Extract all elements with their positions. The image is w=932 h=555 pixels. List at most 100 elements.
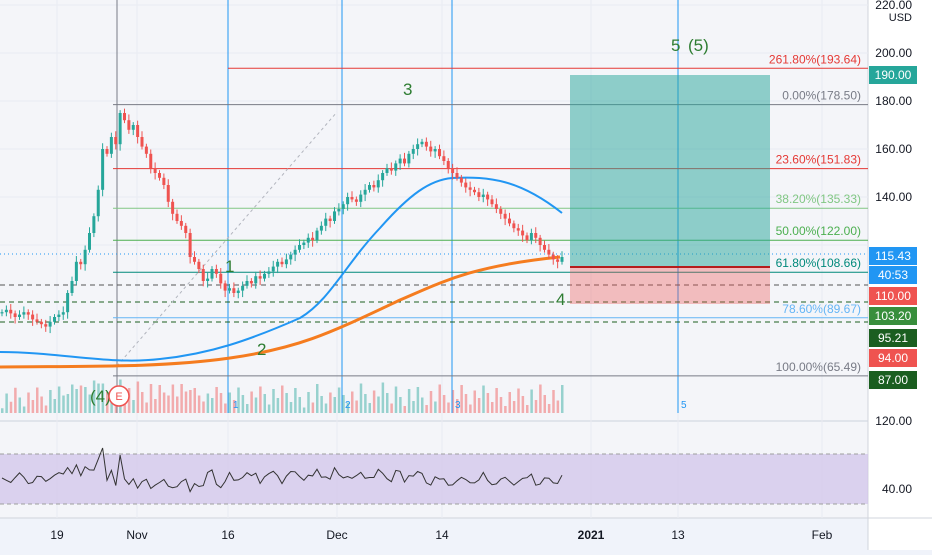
volume-bar (486, 393, 490, 413)
long-position-tool[interactable] (570, 75, 770, 304)
volume-bar (442, 395, 446, 413)
volume-bar (206, 393, 210, 413)
volume-bar (263, 394, 266, 413)
time-axis[interactable]: 19 Nov 16 Dec 14 2021 13 Feb (50, 528, 832, 542)
time-tick: Dec (326, 528, 347, 542)
candle-body (494, 204, 498, 209)
candle-body (271, 266, 275, 272)
volume-bar (254, 397, 258, 413)
elliott-wave-labels: (4) 1 2 3 4 5 (5) (90, 36, 709, 406)
candle-body (521, 230, 525, 236)
volume-bar (154, 399, 157, 413)
volume-bar (438, 384, 441, 413)
volume-bar (351, 391, 354, 413)
time-tick: Feb (812, 528, 833, 542)
currency-label: USD (889, 12, 912, 24)
candle-body (254, 276, 258, 284)
volume-bar (377, 396, 380, 413)
volume-bar (491, 402, 494, 413)
volume-bar (316, 384, 319, 413)
volume-bar (27, 392, 30, 413)
volume-bar (180, 384, 183, 413)
earnings-badge-label: E (115, 391, 122, 403)
candle-body (438, 149, 441, 157)
time-tick: 16 (221, 528, 235, 542)
candle-body (534, 233, 538, 238)
volume-bar (390, 403, 393, 413)
candle-body (416, 144, 420, 149)
candle-body (79, 261, 83, 265)
volume-bar (197, 395, 201, 413)
candle-body (529, 233, 533, 241)
candle-body (61, 312, 65, 315)
fib-label: 38.20%(135.33) (776, 192, 861, 206)
volume-bar (539, 384, 542, 413)
volume-bar (88, 394, 91, 413)
price-marker-box (869, 266, 917, 284)
volume-bar (215, 387, 218, 413)
volume-bar (62, 395, 65, 413)
volume-bar (237, 387, 240, 413)
volume-bar (386, 393, 389, 413)
candle-body (368, 185, 371, 190)
candle-body (473, 189, 476, 193)
rsi-tick: 40.00 (882, 482, 912, 496)
candle-body (127, 120, 131, 130)
volume-bar (469, 404, 472, 413)
candle-body (140, 137, 144, 147)
candle-body (302, 242, 306, 245)
candle-body (4, 309, 8, 313)
candle-body (206, 278, 210, 281)
volume-bar (259, 386, 262, 413)
volume-bar (307, 392, 310, 413)
candle-body (486, 194, 490, 200)
candle-body (547, 249, 551, 255)
candle-body (407, 153, 411, 164)
candle-body (442, 156, 446, 161)
candle-body (451, 168, 455, 173)
candle-body (162, 177, 166, 185)
time-tick: 14 (435, 528, 449, 542)
candle-body (228, 288, 231, 291)
fib-label: 50.00%(122.00) (776, 224, 861, 238)
volume-bar (508, 392, 511, 413)
volume-bar (399, 397, 402, 413)
rsi-line (1, 447, 563, 493)
moving-average-200 (0, 255, 561, 369)
fib-label: 23.60%(151.83) (776, 153, 861, 167)
volume-bar (561, 385, 564, 413)
candle-body (346, 197, 350, 205)
candle-body (171, 201, 175, 214)
candle-body (376, 180, 380, 188)
earnings-icon[interactable] (108, 385, 130, 407)
candle-body (446, 161, 450, 169)
volume-bar (232, 400, 236, 413)
candle-body (53, 317, 56, 322)
volume-bar (49, 390, 52, 413)
candle-body (341, 204, 345, 209)
candle-body (236, 290, 240, 293)
volume-bar (250, 391, 253, 413)
candle-body (223, 283, 227, 291)
candle-body (74, 261, 78, 281)
volume-bar (276, 398, 280, 413)
volume-bar (106, 392, 109, 413)
volume-bar (31, 400, 35, 413)
candle-body (166, 185, 170, 202)
candle-body (477, 192, 481, 197)
wave-label: 1 (225, 257, 234, 276)
volume-bar (123, 403, 126, 413)
volume-bar (543, 395, 546, 413)
price-axis[interactable]: USD 220.00 200.00 180.00 160.00 140.00 1… (875, 0, 912, 496)
volume-bar (477, 398, 481, 413)
earnings-badge[interactable]: E (108, 385, 130, 407)
volume-bar (416, 387, 420, 413)
price-marker-box (869, 349, 917, 367)
volume-bar (394, 386, 398, 413)
fib-label: 261.80%(193.64) (769, 52, 861, 66)
volume-bar (224, 403, 227, 413)
price-tick: 180.00 (875, 94, 912, 108)
fib-label: 100.00%(65.49) (776, 360, 861, 374)
volume-bar (372, 390, 376, 413)
